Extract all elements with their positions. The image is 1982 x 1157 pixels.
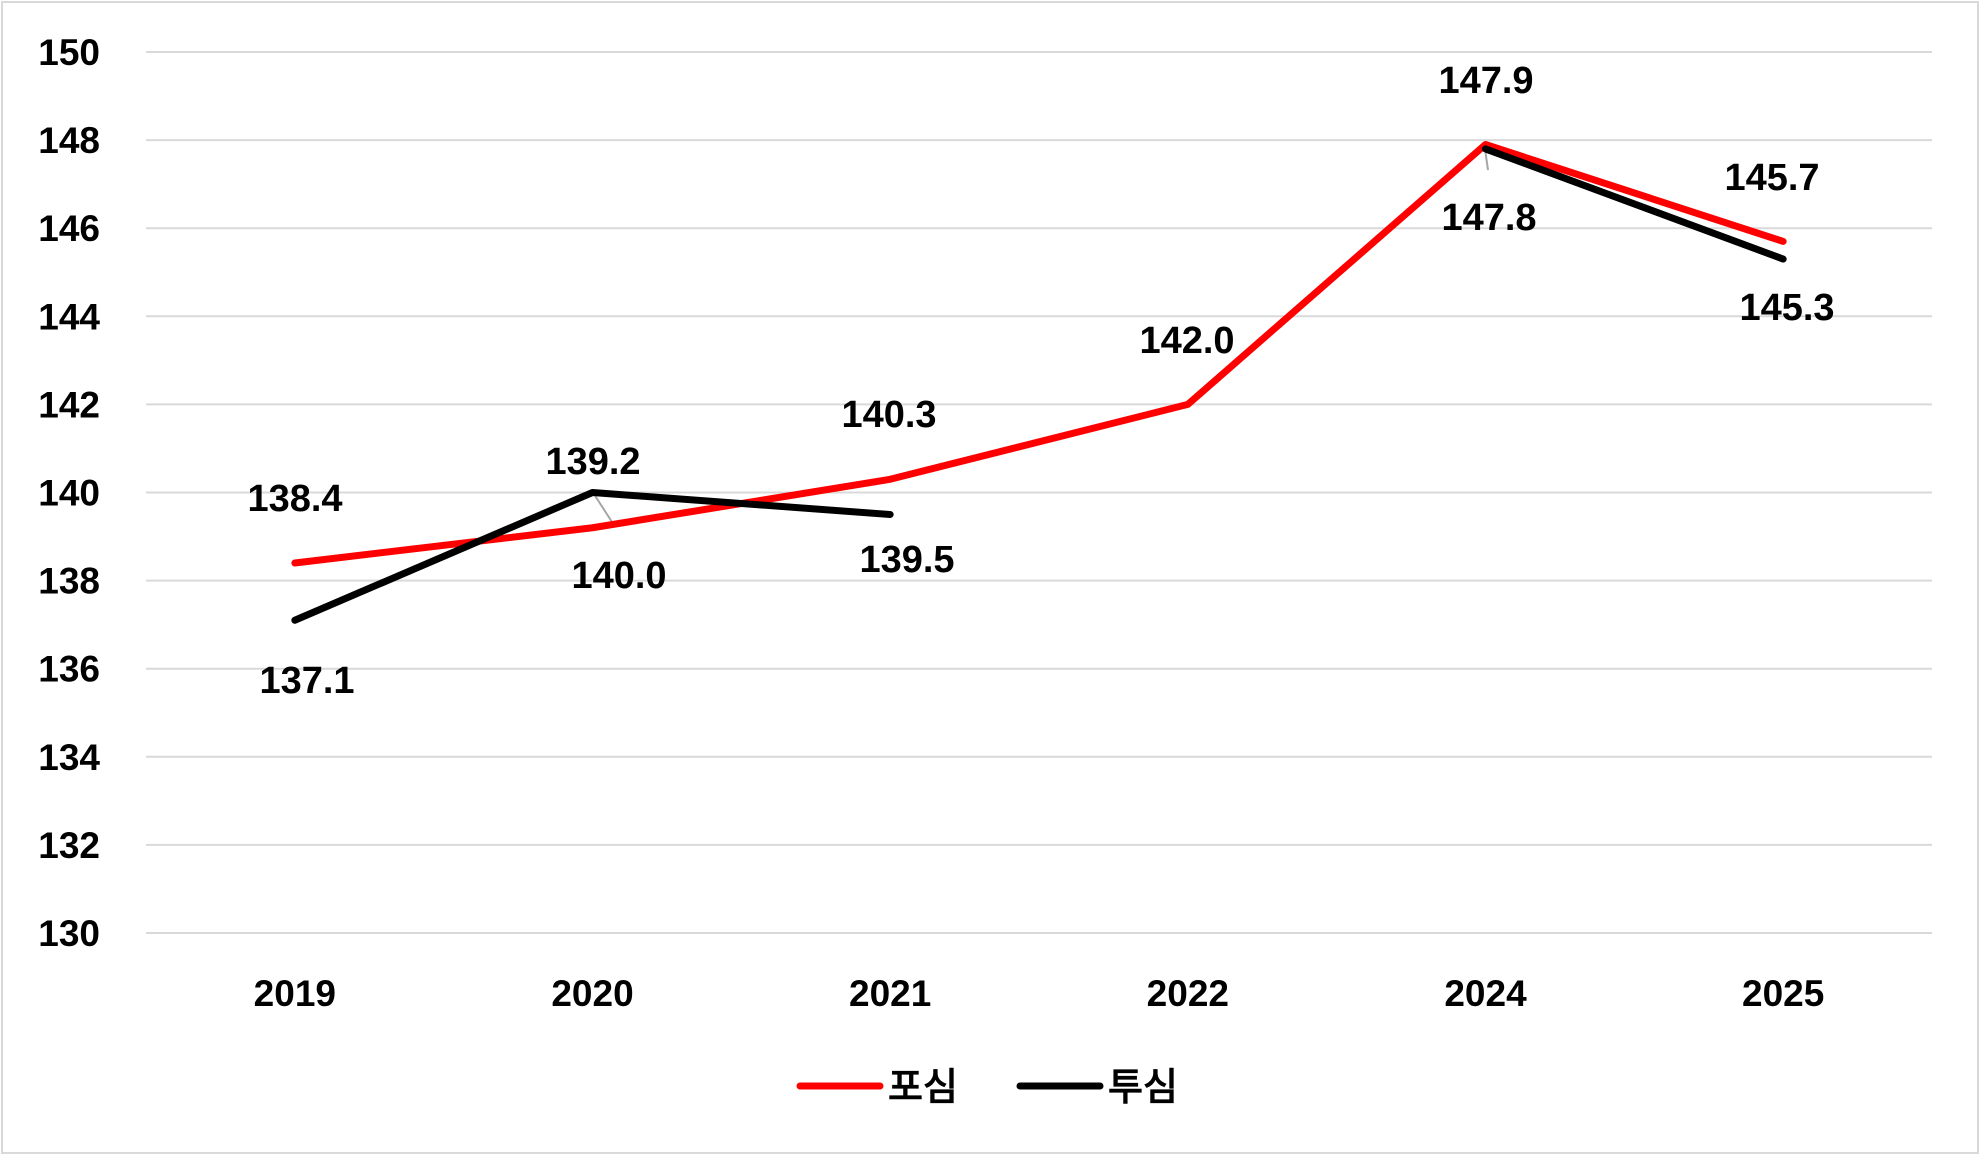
x-tick-label: 2024 <box>1444 973 1527 1014</box>
x-axis-ticks: 2019 2020 2021 2022 2024 2025 <box>254 973 1825 1014</box>
y-tick-label: 134 <box>38 737 100 778</box>
gridlines <box>146 51 1932 934</box>
y-tick-label: 146 <box>38 208 100 249</box>
data-label: 147.8 <box>1441 197 1536 239</box>
y-tick-label: 136 <box>38 649 100 690</box>
x-tick-label: 2020 <box>551 973 633 1014</box>
data-label: 137.1 <box>259 660 354 702</box>
y-tick-label: 150 <box>38 32 100 73</box>
data-labels: 138.4 139.2 140.3 142.0 147.9 145.7 137.1 140.0… <box>247 60 1834 702</box>
y-tick-label: 148 <box>38 120 100 161</box>
y-tick-label: 130 <box>38 913 100 954</box>
x-tick-label: 2021 <box>849 973 931 1014</box>
data-label: 147.9 <box>1438 60 1533 102</box>
x-tick-label: 2025 <box>1742 973 1824 1014</box>
y-tick-label: 132 <box>38 825 100 866</box>
data-label: 145.7 <box>1724 157 1819 199</box>
y-tick-label: 144 <box>38 296 100 337</box>
series-line <box>291 141 1787 567</box>
series-line <box>291 489 894 624</box>
data-label: 140.3 <box>841 394 936 436</box>
series-line <box>1482 145 1787 263</box>
y-tick-label: 140 <box>38 473 100 514</box>
data-label: 139.5 <box>859 539 954 581</box>
y-tick-label: 142 <box>38 384 100 425</box>
data-label: 142.0 <box>1139 320 1234 362</box>
y-tick-label: 138 <box>38 561 100 602</box>
data-label: 139.2 <box>545 441 640 483</box>
x-tick-label: 2019 <box>254 973 336 1014</box>
x-tick-label: 2022 <box>1147 973 1229 1014</box>
leader-lines <box>591 141 1489 523</box>
legend-label: 포심 <box>888 1065 958 1109</box>
data-label: 140.0 <box>571 555 666 597</box>
data-label: 145.3 <box>1739 287 1834 329</box>
series-lines <box>291 141 1787 624</box>
legend: 포심 투심 <box>796 1065 1178 1109</box>
data-label: 138.4 <box>247 478 342 520</box>
legend-label: 투심 <box>1108 1065 1178 1109</box>
y-axis-ticks: 130 132 134 136 138 140 142 144 146 148 150 <box>38 32 100 954</box>
